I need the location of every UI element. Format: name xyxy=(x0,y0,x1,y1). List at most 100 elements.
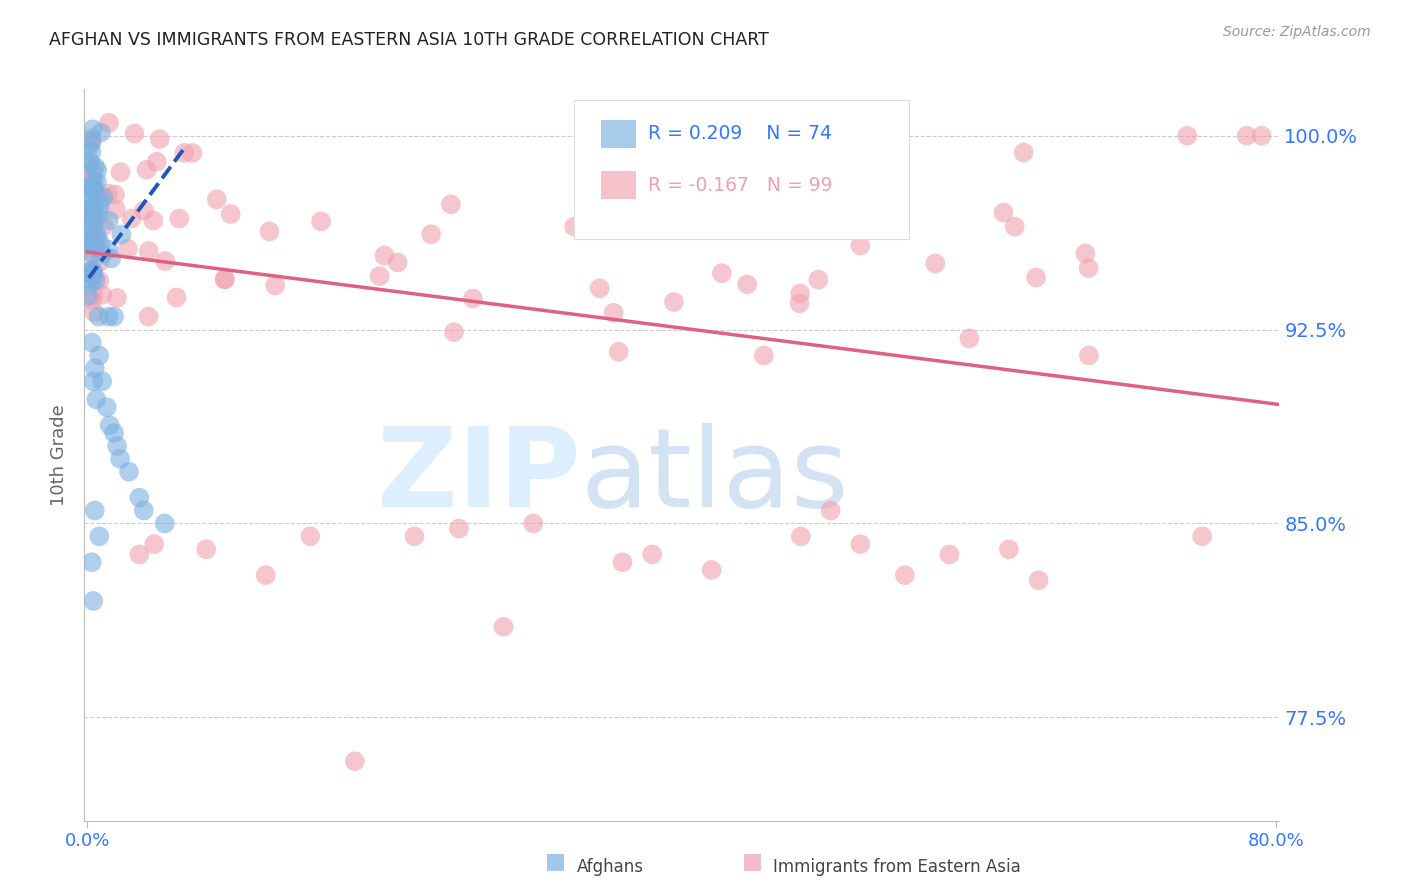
Point xyxy=(1077,348,1099,362)
Point xyxy=(97,310,120,324)
Point xyxy=(461,292,484,306)
Point xyxy=(105,439,128,453)
Point xyxy=(167,211,190,226)
Point xyxy=(173,145,195,160)
Point xyxy=(166,290,188,304)
Point xyxy=(83,204,105,219)
Point xyxy=(90,126,112,140)
Point xyxy=(84,160,107,174)
Text: atlas: atlas xyxy=(581,424,849,531)
Point xyxy=(80,241,103,255)
Point xyxy=(83,182,105,196)
Point xyxy=(86,187,108,202)
Point xyxy=(153,516,176,531)
Point xyxy=(299,529,322,543)
Point xyxy=(82,594,104,608)
Point xyxy=(80,335,103,350)
Point xyxy=(98,418,121,433)
Point xyxy=(735,277,758,292)
Point xyxy=(142,213,165,227)
Point xyxy=(80,247,103,261)
Bar xyxy=(600,171,637,199)
Text: Afghans: Afghans xyxy=(576,858,644,876)
Point xyxy=(710,266,733,280)
Point xyxy=(121,211,143,226)
Point xyxy=(700,563,723,577)
Point xyxy=(79,228,101,243)
Text: R = 0.209    N = 74: R = 0.209 N = 74 xyxy=(648,124,832,144)
Point xyxy=(97,213,120,227)
Point xyxy=(82,266,104,280)
Point xyxy=(789,286,811,301)
Point xyxy=(128,548,150,562)
Point xyxy=(79,180,101,194)
Point xyxy=(219,207,242,221)
Point xyxy=(83,361,105,376)
Point xyxy=(80,245,103,260)
Point xyxy=(83,230,105,244)
Point xyxy=(89,529,111,543)
Point xyxy=(1012,145,1035,160)
Point xyxy=(522,516,544,531)
Point xyxy=(79,272,101,286)
Point xyxy=(77,140,100,154)
Point xyxy=(87,208,110,222)
Point xyxy=(259,224,281,238)
Text: Source: ZipAtlas.com: Source: ZipAtlas.com xyxy=(1223,25,1371,39)
Point xyxy=(149,132,172,146)
Point xyxy=(82,288,104,302)
Point xyxy=(83,503,105,517)
Point xyxy=(80,202,103,216)
Point xyxy=(938,548,960,562)
Point xyxy=(84,273,107,287)
Point xyxy=(84,392,107,407)
Point xyxy=(80,172,103,186)
Point xyxy=(82,179,104,194)
Point xyxy=(138,310,160,324)
Point xyxy=(82,374,104,388)
Point xyxy=(110,227,132,242)
Point xyxy=(118,465,141,479)
Point xyxy=(84,237,107,252)
Point xyxy=(80,276,103,290)
Point xyxy=(214,272,236,286)
Point xyxy=(87,310,110,324)
Point xyxy=(89,274,111,288)
Point xyxy=(790,529,813,543)
Point xyxy=(89,194,111,208)
Point xyxy=(181,145,204,160)
Point xyxy=(153,254,176,268)
Point xyxy=(79,264,101,278)
Point xyxy=(138,244,160,258)
Point xyxy=(195,542,218,557)
Point xyxy=(82,263,104,277)
Point xyxy=(343,754,366,768)
Point xyxy=(93,219,115,233)
Point xyxy=(91,287,114,301)
Text: AFGHAN VS IMMIGRANTS FROM EASTERN ASIA 10TH GRADE CORRELATION CHART: AFGHAN VS IMMIGRANTS FROM EASTERN ASIA 1… xyxy=(49,31,769,49)
Point xyxy=(1236,128,1258,143)
Point xyxy=(80,134,103,148)
Point xyxy=(105,291,128,305)
Point xyxy=(82,122,104,136)
Point xyxy=(894,568,917,582)
Point xyxy=(662,295,685,310)
Point xyxy=(96,400,118,414)
Point xyxy=(103,310,125,324)
Point xyxy=(309,214,332,228)
Point xyxy=(420,227,443,242)
Point xyxy=(77,202,100,216)
Point xyxy=(1004,219,1026,234)
Point xyxy=(97,186,120,201)
Point xyxy=(80,555,103,569)
Point xyxy=(387,255,409,269)
Point xyxy=(264,278,287,293)
Point xyxy=(117,242,139,256)
Point xyxy=(80,185,103,199)
Point xyxy=(83,194,105,209)
Point xyxy=(104,202,127,217)
Point xyxy=(91,374,114,388)
Point xyxy=(82,183,104,197)
Point xyxy=(82,182,104,196)
Point xyxy=(602,306,624,320)
